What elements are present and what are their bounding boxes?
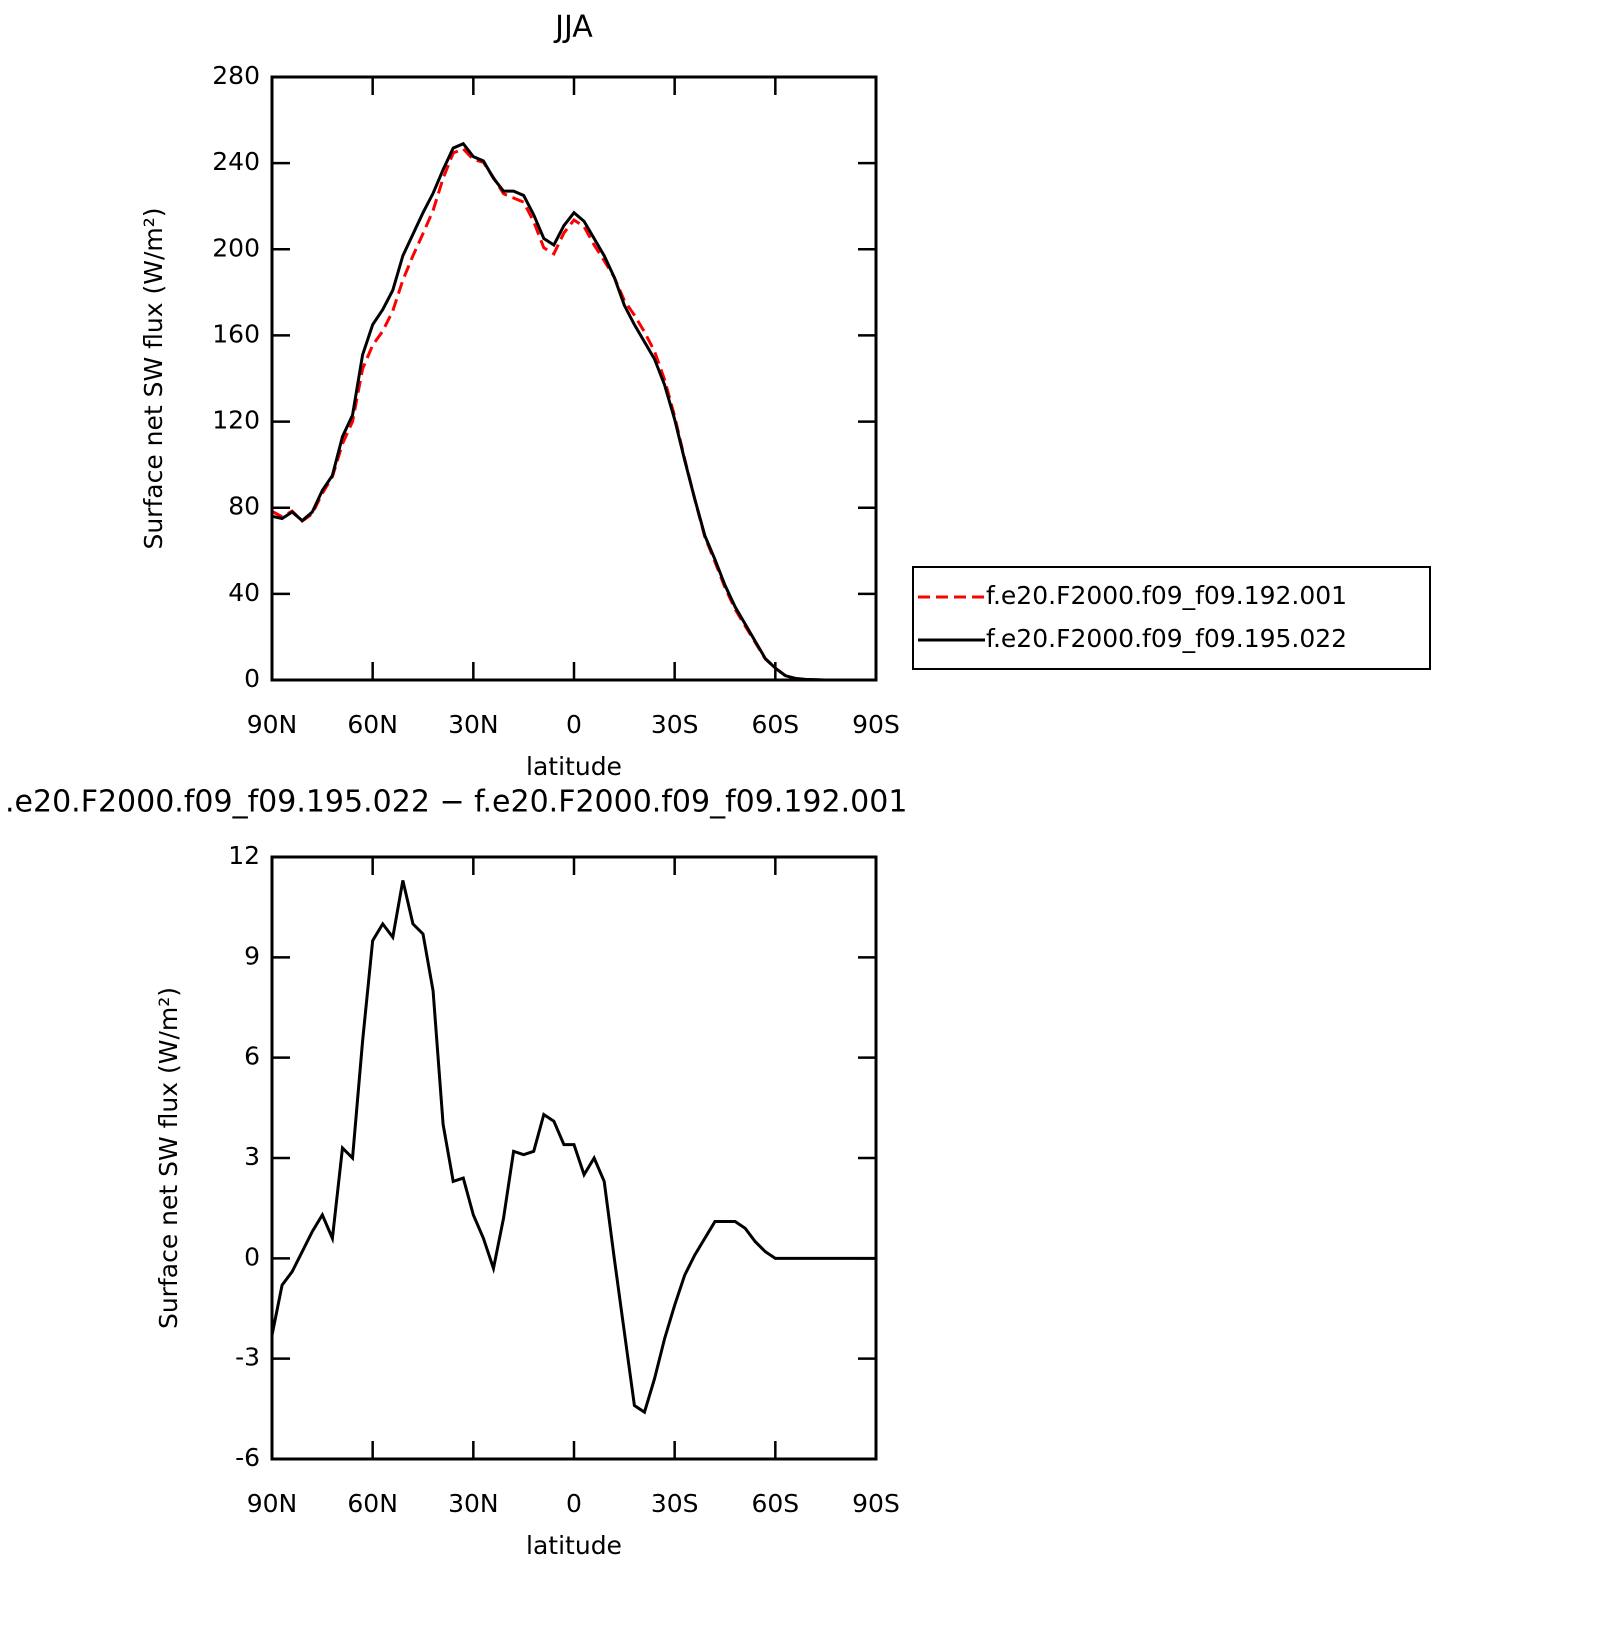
x-tick-label: 0 (566, 710, 582, 739)
x-tick-label: 30S (651, 710, 699, 739)
y-axis-label: Surface net SW flux (W/m²) (139, 207, 168, 549)
y-axis-label: Surface net SW flux (W/m²) (154, 987, 183, 1329)
y-tick-label: 240 (212, 147, 260, 176)
legend-label: f.e20.F2000.f09_f09.195.022 (986, 624, 1347, 653)
chart-title: .e20.F2000.f09_f09.195.022 − f.e20.F2000… (5, 785, 907, 820)
x-tick-label: 0 (566, 1489, 582, 1518)
x-tick-label: 60N (347, 1489, 398, 1518)
x-tick-label: 30S (651, 1489, 699, 1518)
x-tick-label: 60S (751, 710, 799, 739)
x-tick-label: 90S (852, 710, 900, 739)
x-tick-label: 30N (448, 1489, 499, 1518)
legend-box (912, 566, 1431, 670)
y-tick-label: 12 (228, 841, 260, 870)
x-tick-label: 30N (448, 710, 499, 739)
y-tick-label: 3 (244, 1142, 260, 1171)
y-tick-label: 280 (212, 61, 260, 90)
y-tick-label: 160 (212, 319, 260, 348)
chart-title: JJA (553, 10, 593, 45)
y-tick-label: 0 (244, 664, 260, 693)
y-tick-label: 0 (244, 1242, 260, 1271)
x-tick-label: 90N (247, 1489, 298, 1518)
y-tick-label: -3 (235, 1343, 260, 1372)
y-tick-label: 80 (228, 492, 260, 521)
y-tick-label: 120 (212, 406, 260, 435)
x-tick-label: 60N (347, 710, 398, 739)
x-tick-label: 90S (852, 1489, 900, 1518)
data-line (271, 141, 876, 682)
y-tick-label: 40 (228, 578, 260, 607)
x-tick-label: 60S (751, 1489, 799, 1518)
data-line (271, 147, 876, 682)
x-axis-label: latitude (526, 752, 622, 781)
y-tick-label: 200 (212, 233, 260, 262)
y-tick-label: 9 (244, 941, 260, 970)
data-line (270, 880, 876, 1415)
y-tick-label: 6 (244, 1042, 260, 1071)
x-axis-label: latitude (526, 1531, 622, 1560)
x-tick-label: 90N (247, 710, 298, 739)
y-tick-label: -6 (235, 1443, 260, 1472)
plot-frame (270, 75, 878, 682)
legend-label: f.e20.F2000.f09_f09.192.001 (986, 581, 1347, 610)
plot-frame (270, 855, 878, 1461)
